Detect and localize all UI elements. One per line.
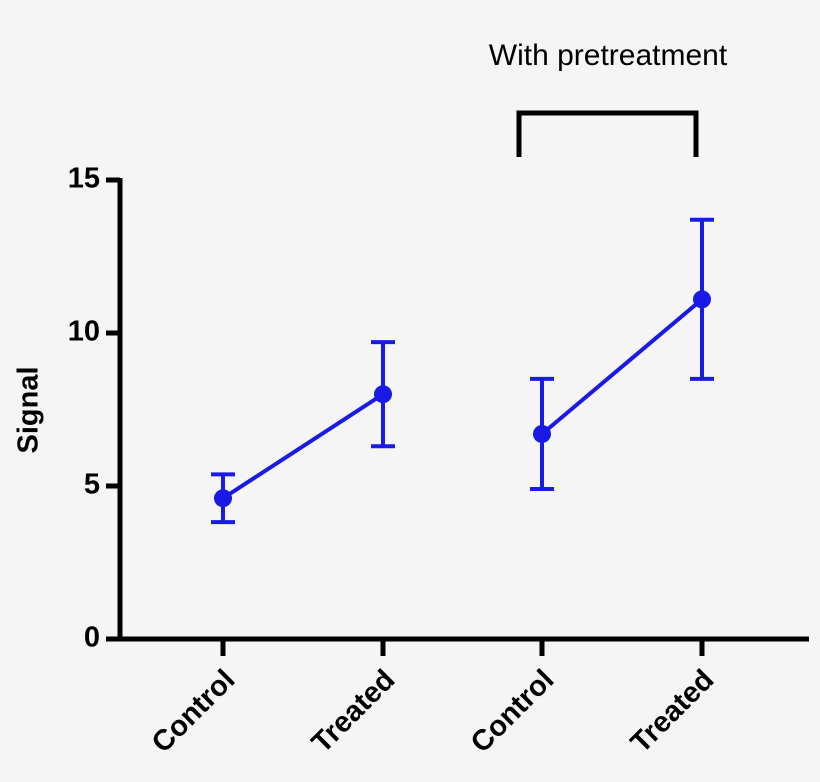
point xyxy=(693,290,711,309)
line xyxy=(221,392,385,500)
y-tick-label: 5 xyxy=(84,469,100,501)
point xyxy=(374,385,392,404)
y-tick-label: 0 xyxy=(84,622,100,654)
point xyxy=(214,489,232,508)
annotation: With pretreatment xyxy=(489,39,728,72)
point xyxy=(533,424,551,443)
bracket xyxy=(516,110,699,157)
y-tick-label: 15 xyxy=(68,163,100,195)
y-axis-label: Signal xyxy=(13,366,45,453)
line xyxy=(540,297,704,436)
y-tick-label: 10 xyxy=(68,316,100,348)
